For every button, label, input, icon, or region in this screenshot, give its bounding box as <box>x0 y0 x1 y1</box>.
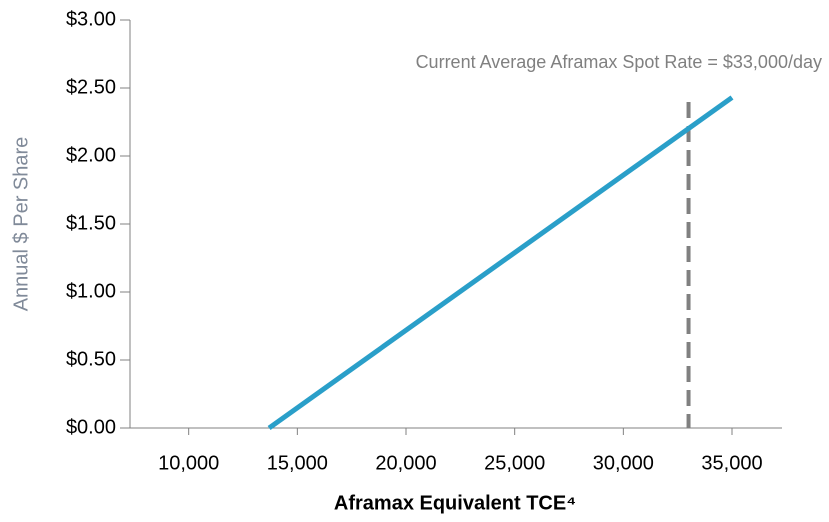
series-line <box>267 95 734 431</box>
y-tick-label: $3.00 <box>66 8 116 30</box>
x-tick-label: 15,000 <box>267 452 328 474</box>
x-tick-label: 25,000 <box>484 452 545 474</box>
y-tick-label: $1.50 <box>66 212 116 234</box>
y-axis-title: Annual $ Per Share <box>10 137 32 312</box>
x-tick-label: 30,000 <box>593 452 654 474</box>
y-tick-label: $1.00 <box>66 280 116 302</box>
x-tick-label: 10,000 <box>158 452 219 474</box>
y-tick-label: $0.50 <box>66 348 116 370</box>
y-tick-label: $0.00 <box>66 416 116 438</box>
x-axis-title: Aframax Equivalent TCE⁴ <box>334 492 576 514</box>
x-tick-label: 35,000 <box>701 452 762 474</box>
y-tick-label: $2.00 <box>66 144 116 166</box>
x-tick-label: 20,000 <box>375 452 436 474</box>
annotation: Current Average Aframax Spot Rate = $33,… <box>416 52 822 72</box>
y-tick-label: $2.50 <box>66 76 116 98</box>
